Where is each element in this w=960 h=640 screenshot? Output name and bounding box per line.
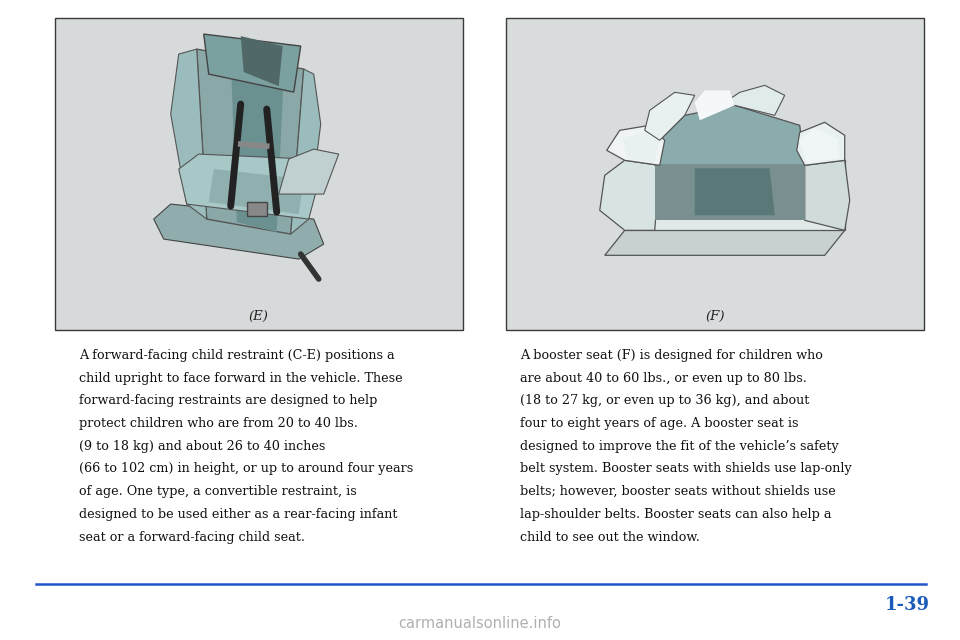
Text: (18 to 27 kg, or even up to 36 kg), and about: (18 to 27 kg, or even up to 36 kg), and … — [520, 394, 809, 407]
Text: (F): (F) — [705, 310, 725, 323]
Polygon shape — [725, 85, 784, 115]
Bar — [55, 18, 463, 330]
Polygon shape — [291, 69, 321, 234]
Polygon shape — [179, 154, 321, 219]
Text: designed to be used either as a rear-facing infant: designed to be used either as a rear-fac… — [79, 508, 397, 521]
Polygon shape — [797, 122, 845, 165]
Polygon shape — [605, 230, 845, 255]
Text: 1-39: 1-39 — [884, 596, 929, 614]
Polygon shape — [208, 169, 303, 214]
Text: are about 40 to 60 lbs., or even up to 80 lbs.: are about 40 to 60 lbs., or even up to 8… — [520, 371, 807, 385]
Polygon shape — [154, 204, 324, 259]
Text: (66 to 102 cm) in height, or up to around four years: (66 to 102 cm) in height, or up to aroun… — [79, 462, 413, 476]
Text: lap-shoulder belts. Booster seats can also help a: lap-shoulder belts. Booster seats can al… — [520, 508, 831, 521]
Polygon shape — [645, 92, 695, 140]
Polygon shape — [171, 49, 206, 219]
Polygon shape — [204, 34, 300, 92]
Bar — [247, 202, 267, 216]
Text: seat or a forward-facing child seat.: seat or a forward-facing child seat. — [79, 531, 304, 543]
Text: designed to improve the fit of the vehicle’s safety: designed to improve the fit of the vehic… — [520, 440, 839, 452]
Polygon shape — [655, 106, 804, 165]
Text: forward-facing restraints are designed to help: forward-facing restraints are designed t… — [79, 394, 377, 407]
Text: carmanualsonline.info: carmanualsonline.info — [398, 616, 562, 631]
Polygon shape — [623, 132, 659, 163]
Polygon shape — [799, 129, 840, 163]
Text: belts; however, booster seats without shields use: belts; however, booster seats without sh… — [520, 485, 836, 498]
Polygon shape — [600, 161, 660, 230]
Text: protect children who are from 20 to 40 lbs.: protect children who are from 20 to 40 l… — [79, 417, 357, 430]
Text: belt system. Booster seats with shields use lap-only: belt system. Booster seats with shields … — [520, 462, 852, 476]
Polygon shape — [655, 165, 804, 220]
Polygon shape — [625, 161, 845, 230]
Text: (E): (E) — [249, 310, 269, 323]
Polygon shape — [278, 149, 339, 194]
Text: of age. One type, a convertible restraint, is: of age. One type, a convertible restrain… — [79, 485, 356, 498]
Text: four to eight years of age. A booster seat is: four to eight years of age. A booster se… — [520, 417, 799, 430]
Bar — [506, 18, 924, 330]
Text: A forward-facing child restraint (C-E) positions a: A forward-facing child restraint (C-E) p… — [79, 349, 395, 362]
Text: child to see out the window.: child to see out the window. — [520, 531, 700, 543]
Polygon shape — [804, 161, 850, 230]
Text: (9 to 18 kg) and about 26 to 40 inches: (9 to 18 kg) and about 26 to 40 inches — [79, 440, 325, 452]
Polygon shape — [695, 168, 775, 215]
Text: A booster seat (F) is designed for children who: A booster seat (F) is designed for child… — [520, 349, 823, 362]
Polygon shape — [230, 56, 284, 232]
Text: child upright to face forward in the vehicle. These: child upright to face forward in the veh… — [79, 371, 402, 385]
Polygon shape — [197, 49, 303, 234]
Polygon shape — [607, 125, 664, 165]
Polygon shape — [695, 90, 734, 120]
Polygon shape — [241, 36, 283, 86]
